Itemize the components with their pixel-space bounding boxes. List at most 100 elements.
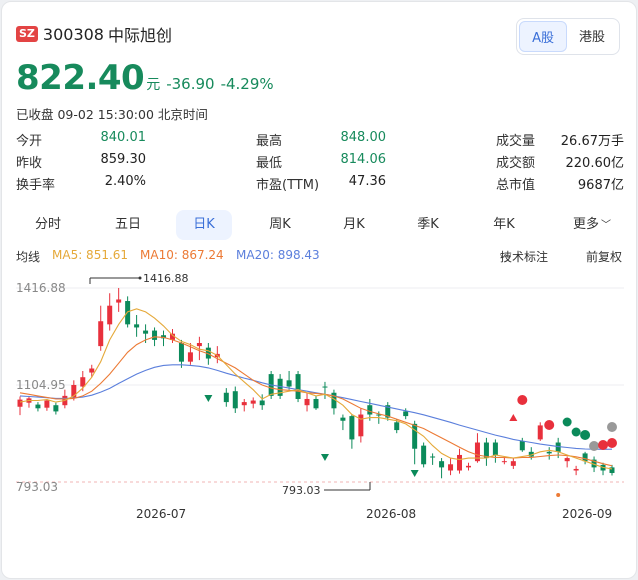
x-label-jul: 2026-07 <box>136 507 186 521</box>
candle-body <box>304 398 310 406</box>
candle-body <box>98 321 104 347</box>
candle-body <box>17 399 23 407</box>
signal-dot <box>580 430 591 440</box>
candle-body <box>537 425 543 440</box>
max-dot <box>138 276 142 280</box>
candle-body <box>421 445 427 465</box>
tab-intraday[interactable]: 分时 <box>34 217 61 232</box>
candle-body <box>465 465 471 468</box>
ma20-line <box>19 364 613 450</box>
candle-body <box>223 392 229 403</box>
tab-monthly-k[interactable]: 月K <box>343 217 365 232</box>
candle-body <box>232 391 238 409</box>
candle-body <box>44 400 50 408</box>
stat-value: 840.01 <box>100 130 147 145</box>
candle-body <box>483 442 489 459</box>
signal-dot <box>517 395 528 405</box>
candle-body <box>564 458 570 462</box>
candle-body <box>241 402 247 406</box>
stat-value: 814.06 <box>340 152 387 167</box>
ma-label: 均线 <box>16 250 41 264</box>
candle-body <box>385 405 391 418</box>
tab-yearly-k[interactable]: 年K <box>493 217 515 232</box>
candle-body <box>161 335 167 339</box>
stat-label: 市盈(TTM) <box>256 178 320 193</box>
adjust-toggle[interactable]: 前复权 <box>586 250 623 264</box>
ma5-value: MA5: 851.61 <box>52 248 129 262</box>
candle-body <box>152 330 158 340</box>
stat-value: 2.40% <box>104 174 146 189</box>
stock-name: 中际旭创 <box>107 26 172 45</box>
candle-body <box>457 454 463 471</box>
tech-annotation-label: 技术标注 <box>500 250 549 264</box>
signal-dot <box>607 422 617 432</box>
candle-body <box>367 405 373 415</box>
candle-body <box>510 461 516 466</box>
candle-body <box>582 453 588 462</box>
ma20-value: MA20: 898.43 <box>236 248 320 262</box>
tab-daily-k[interactable]: 日K <box>176 210 232 240</box>
x-label-sep: 2026-09 <box>562 507 612 521</box>
stat-label: 今开 <box>16 134 43 149</box>
signal-triangle <box>509 414 518 421</box>
price-row: 822.40 元 -36.90 -4.29% <box>16 58 274 98</box>
period-tabs: 分时 五日 日K 周K 月K 季K 年K 更多 ﹀ <box>16 210 628 240</box>
market-tab-a[interactable]: A股 <box>519 21 567 52</box>
candle-body <box>474 442 480 462</box>
signal-dot <box>589 441 600 451</box>
stat-label: 成交额 <box>496 156 536 171</box>
candle-body <box>143 330 149 334</box>
stat-value: 26.67万手 <box>560 134 624 149</box>
candle-body <box>295 374 301 399</box>
candle-body <box>376 414 382 416</box>
candle-body <box>259 400 265 406</box>
tab-five-day[interactable]: 五日 <box>114 217 141 232</box>
candle-body <box>609 467 615 473</box>
candle-body <box>501 461 507 463</box>
candle-body <box>492 442 498 455</box>
candle-body <box>394 422 400 431</box>
candle-body <box>196 343 202 347</box>
signal-dot <box>544 420 555 430</box>
ma10-value: MA10: 867.24 <box>140 248 224 262</box>
stat-label: 总市值 <box>496 178 536 193</box>
candle-body <box>205 347 211 359</box>
stat-label: 换手率 <box>16 178 56 193</box>
candle-body <box>358 414 364 437</box>
candle-body <box>573 468 579 471</box>
candle-body <box>89 368 95 373</box>
price-unit: 元 <box>146 77 161 93</box>
stat-label: 最低 <box>256 156 283 171</box>
candle-body <box>528 451 534 457</box>
market-tab-hk[interactable]: 港股 <box>578 30 605 45</box>
candle-body <box>277 378 283 396</box>
stat-label: 昨收 <box>16 156 43 171</box>
stat-value: 848.00 <box>340 130 387 145</box>
candle-body <box>430 456 436 458</box>
ma5-line <box>19 308 613 470</box>
stats-row: 今开 840.01 最高 848.00 成交量 26.67万手 <box>16 130 626 152</box>
tab-weekly-k[interactable]: 周K <box>269 217 291 232</box>
stock-header: SZ 300308 中际旭创 <box>16 22 172 46</box>
x-label-aug: 2026-08 <box>366 507 416 521</box>
candle-body <box>412 423 418 449</box>
kline-chart[interactable]: 1416.88 1104.95 793.03 1416.88 793.03 20… <box>2 264 637 526</box>
stats-grid: 今开 840.01 最高 848.00 成交量 26.67万手 昨收 859.3… <box>16 130 626 196</box>
candle-body <box>519 440 525 451</box>
stats-row: 换手率 2.40% 市盈(TTM) 47.36 总市值 9687亿 <box>16 174 626 196</box>
indicator-row: 均线 MA5: 851.61 MA10: 867.24 MA20: 898.43… <box>16 248 628 264</box>
stats-row: 昨收 859.30 最低 814.06 成交额 220.60亿 <box>16 152 626 174</box>
price-change: -36.90 <box>166 75 215 93</box>
candle-body <box>349 416 355 440</box>
market-status: 已收盘 09-02 15:30:00 北京时间 <box>16 107 208 122</box>
tab-quarterly-k[interactable]: 季K <box>417 217 439 232</box>
candle-body <box>178 343 184 362</box>
tab-more[interactable]: 更多 ﹀ <box>556 210 628 240</box>
stat-value: 859.30 <box>100 152 147 167</box>
candle-body <box>403 411 409 417</box>
signal-dot <box>607 438 617 448</box>
annotation-marks <box>204 395 617 497</box>
stock-code: 300308 <box>42 24 104 44</box>
signal-dot <box>556 493 561 497</box>
candle-body <box>591 459 597 468</box>
